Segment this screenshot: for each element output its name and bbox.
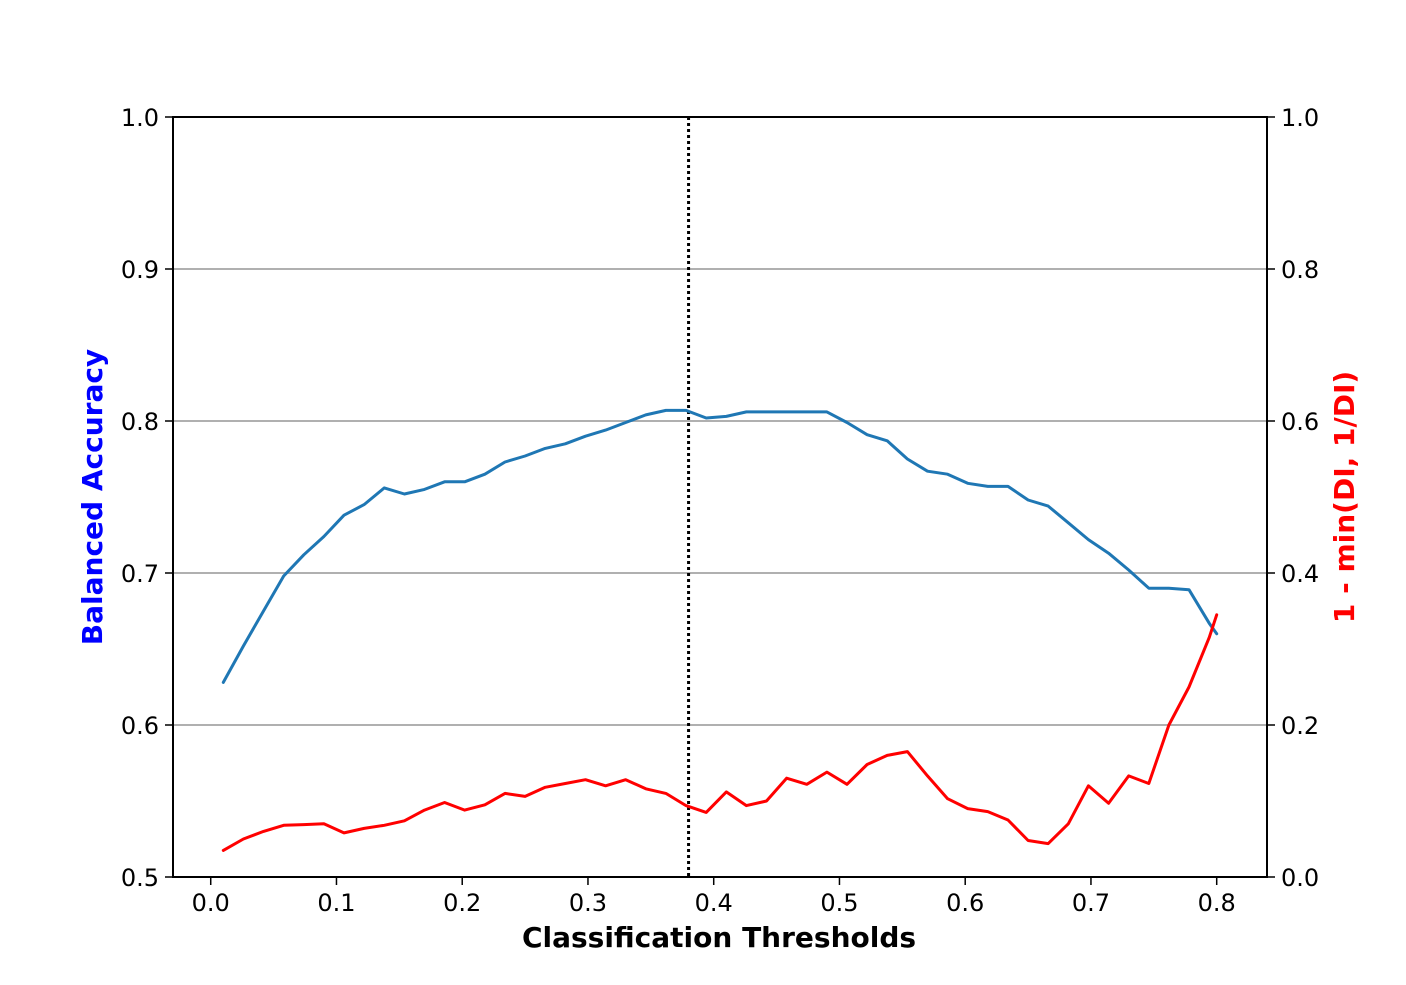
y-tick-label: 1.0 bbox=[121, 104, 159, 132]
y2-tick-label: 0.6 bbox=[1281, 408, 1319, 436]
series-line-balanced-accuracy bbox=[221, 408, 1219, 684]
x-tick-label: 0.6 bbox=[946, 889, 984, 917]
y-axis-right: 0.0 0.2 0.4 0.6 0.8 1.0 bbox=[1267, 104, 1319, 892]
x-tick-label: 0.0 bbox=[192, 889, 230, 917]
y2-tick-label: 0.8 bbox=[1281, 256, 1319, 284]
y-tick-label: 0.7 bbox=[121, 560, 159, 588]
y-tick-label: 0.9 bbox=[121, 256, 159, 284]
x-tick-label: 0.7 bbox=[1072, 889, 1110, 917]
x-tick-label: 0.4 bbox=[695, 889, 733, 917]
y-tick-label: 0.6 bbox=[121, 712, 159, 740]
y2-tick-label: 0.0 bbox=[1281, 864, 1319, 892]
x-axis-title: Classification Thresholds bbox=[522, 921, 916, 954]
y2-tick-label: 1.0 bbox=[1281, 104, 1319, 132]
x-tick-label: 0.5 bbox=[820, 889, 858, 917]
y-axis-left-title: Balanced Accuracy bbox=[76, 349, 109, 645]
gridlines bbox=[173, 116, 1267, 878]
y-axis-right-title: 1 - min(DI, 1/DI) bbox=[1328, 371, 1361, 623]
x-tick-label: 0.3 bbox=[569, 889, 607, 917]
y-tick-label: 0.5 bbox=[121, 864, 159, 892]
series-line-disparate-impact bbox=[221, 613, 1219, 852]
series-group bbox=[221, 408, 1219, 852]
y2-tick-label: 0.4 bbox=[1281, 560, 1319, 588]
x-tick-label: 0.2 bbox=[443, 889, 481, 917]
y-axis-left: 0.5 0.6 0.7 0.8 0.9 1.0 bbox=[121, 104, 173, 892]
x-tick-label: 0.8 bbox=[1198, 889, 1236, 917]
plot-frame bbox=[172, 116, 1268, 878]
y-tick-label: 0.8 bbox=[121, 408, 159, 436]
x-axis: 0.0 0.1 0.2 0.3 0.4 0.5 0.6 0.7 0.8 bbox=[192, 877, 1236, 917]
x-tick-label: 0.1 bbox=[317, 889, 355, 917]
y2-tick-label: 0.2 bbox=[1281, 712, 1319, 740]
